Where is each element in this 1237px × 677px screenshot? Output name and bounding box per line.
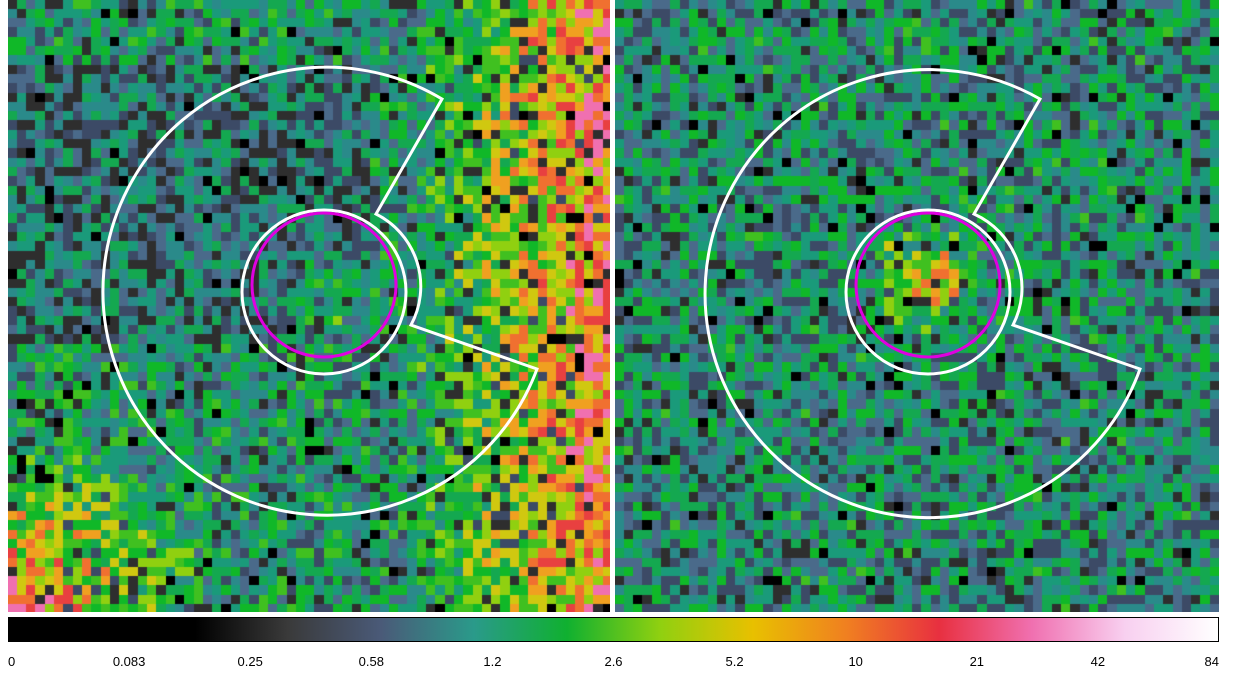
colorbar-tick-label: 84 (1204, 654, 1219, 669)
colorbar-tick-label: 0.083 (112, 654, 146, 669)
colorbar-tick-labels: 0 0.083 0.25 0.58 1.2 2.6 5.2 10 21 42 84 (8, 654, 1219, 674)
right-region-overlay (703, 68, 1142, 520)
right-counts-map (615, 0, 1219, 612)
left-region-overlay (101, 65, 539, 517)
right-source-circle[interactable] (854, 211, 1002, 359)
right-image-panel[interactable] (615, 0, 1219, 612)
right-background-annulus-region[interactable] (703, 68, 1142, 520)
left-counts-map (8, 0, 610, 612)
colorbar[interactable] (8, 617, 1219, 642)
panel-divider (610, 0, 615, 612)
left-source-circle[interactable] (250, 211, 398, 359)
colorbar-tick-label: 5.2 (725, 654, 744, 669)
colorbar-tick-label: 21 (969, 654, 985, 669)
colorbar-tick-label: 10 (848, 654, 863, 669)
right-exclusion-circle[interactable] (844, 208, 1012, 376)
colorbar-tick-label: 2.6 (604, 654, 623, 669)
colorbar-tick-label: 42 (1090, 654, 1106, 669)
left-background-annulus-region[interactable] (101, 65, 539, 517)
left-image-panel[interactable] (8, 0, 610, 612)
colorbar-tick-label: 0.25 (237, 654, 263, 669)
colorbar-tick-label: 0 (8, 654, 16, 669)
left-exclusion-circle[interactable] (240, 208, 408, 376)
colorbar-tick-label: 1.2 (483, 654, 502, 669)
colorbar-tick-label: 0.58 (358, 654, 384, 669)
